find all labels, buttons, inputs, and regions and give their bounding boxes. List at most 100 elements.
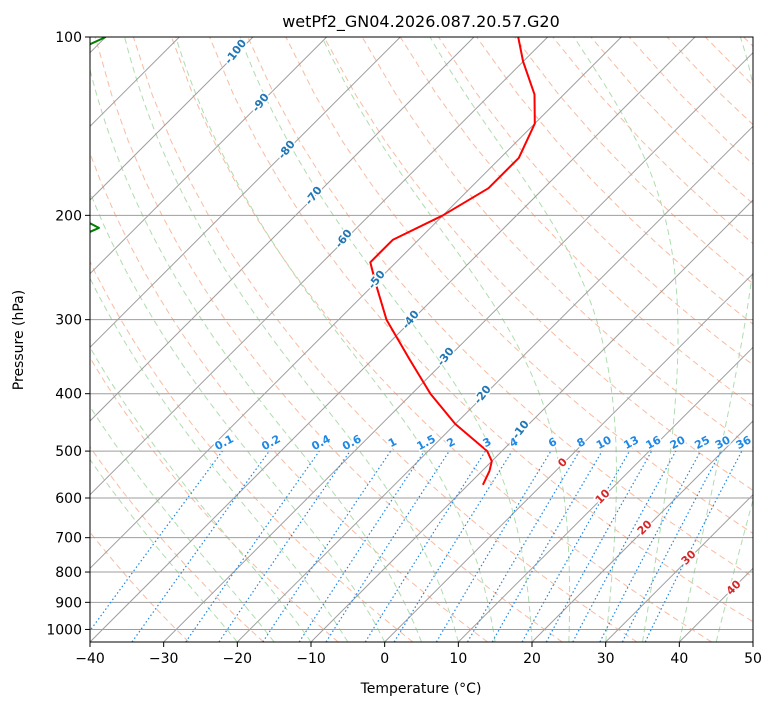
moist-adiabat-line: [90, 67, 422, 642]
mixing-ratio-line: [435, 450, 552, 642]
mixing-ratio-label: 1.5: [415, 432, 438, 453]
moist-adiabat-label: 20: [635, 517, 655, 537]
mixing-ratio-line: [90, 450, 223, 632]
y-tick-label: 1000: [46, 622, 82, 638]
y-tick-label: 500: [55, 444, 82, 460]
dry-adiabat-line: [94, 37, 563, 642]
dry-adiabat-line: [743, 37, 753, 47]
isotherm-line: [90, 37, 696, 642]
mixing-ratio-line: [298, 450, 425, 642]
y-tick-label: 600: [55, 491, 82, 507]
isotherm-line: [310, 199, 753, 642]
moist-adiabat-line: [715, 498, 753, 642]
mixing-ratio-label: 0.4: [309, 432, 333, 453]
moist-adiabat-line: [678, 37, 753, 642]
dry-adiabat-line: [514, 37, 753, 285]
isotherm-line: [605, 493, 753, 642]
mixing-ratio-label: 2: [445, 435, 458, 450]
isotherm-line: [457, 346, 753, 642]
dry-adiabat-line: [666, 37, 753, 126]
dry-adiabat-label: -20: [471, 383, 494, 407]
x-axis-label: Temperature (°C): [360, 681, 482, 697]
isotherm-grid: [90, 37, 753, 642]
dry-adiabat-line: [285, 37, 753, 535]
dry-adiabats: [90, 37, 753, 642]
mixing-ratio-label: 8: [575, 435, 588, 450]
isotherm-line: [236, 125, 753, 642]
mixing-ratio-line: [572, 450, 677, 642]
mixing-ratio-line: [185, 450, 320, 642]
mixing-ratio-line: [545, 450, 653, 642]
dry-adiabat-line: [209, 37, 753, 623]
moist-adiabat-label: 30: [679, 547, 699, 567]
moist-adiabat-line: [90, 458, 238, 642]
dry-adiabat-line: [552, 37, 753, 245]
dry-adiabat-label: -60: [332, 227, 355, 251]
mixing-ratio-label: 25: [692, 433, 712, 452]
plot-frame: [89, 36, 754, 643]
mixing-ratio-line: [521, 450, 631, 642]
isotherm-line: [90, 37, 622, 570]
isotherm-line: [90, 37, 254, 201]
moist-adiabats: [90, 37, 753, 642]
x-tick-label: 20: [523, 651, 541, 667]
x-tick-label: −10: [296, 651, 326, 667]
moist-adiabat-line: [90, 190, 386, 642]
isotherm-line: [90, 37, 549, 496]
dry-adiabat-line: [90, 356, 339, 642]
dry-adiabat-line: [171, 37, 712, 642]
isotherm-line: [90, 37, 328, 275]
mixing-ratio-line: [262, 450, 392, 642]
mixing-ratio-label: 0.1: [213, 432, 236, 453]
mixing-ratio-label: 1: [386, 435, 399, 450]
dry-adiabat-line: [90, 260, 414, 642]
plot-area: -100-90-80-70-60-50-40-30-20-100.1 0.2 0.4…: [90, 37, 753, 642]
series-line: [369, 37, 536, 486]
isotherm-line: [90, 37, 475, 422]
y-tick-label: 200: [55, 208, 82, 224]
dry-adiabat-line: [476, 37, 753, 325]
mixing-ratio-line: [325, 450, 450, 642]
dry-adiabat-line: [132, 37, 638, 642]
mixing-ratio-line: [644, 450, 743, 642]
dry-adiabat-line: [90, 531, 190, 642]
dry-adiabat-label: -30: [434, 345, 457, 369]
mixing-ratio-label: 0.6: [340, 432, 364, 453]
y-tick-label: 700: [55, 531, 82, 547]
x-tick-label: 10: [449, 651, 467, 667]
dry-adiabat-line: [323, 37, 753, 491]
mixing-ratio-label: 10: [594, 433, 614, 452]
y-axis-label: Pressure (hPa): [11, 290, 27, 390]
isotherm-line: [678, 567, 753, 642]
y-tick-label: 900: [55, 595, 82, 611]
dry-adiabat-line: [437, 37, 753, 366]
moist-adiabat-line: [175, 37, 496, 642]
x-tick-label: −30: [149, 651, 179, 667]
y-tick-label: 800: [55, 565, 82, 581]
mixing-ratio-label: 6: [546, 435, 559, 450]
moist-adiabat-line: [239, 37, 533, 642]
mixing-ratio-line: [218, 450, 351, 642]
moist-adiabat-line: [90, 405, 275, 642]
mixing-ratio-label: 16: [644, 433, 664, 452]
isotherm-line: [384, 272, 753, 642]
moist-adiabat-line: [90, 346, 312, 642]
dry-adiabat-line: [704, 37, 753, 87]
mixing-ratio-label: 30: [713, 433, 733, 452]
moist-adiabat-line: [429, 37, 617, 642]
mixing-ratio-line: [393, 450, 513, 642]
x-tick-label: 30: [597, 651, 615, 667]
mixing-ratio-label: 0.2: [259, 432, 282, 453]
y-tick-label: 100: [55, 30, 82, 46]
moist-adiabat-line: [124, 37, 459, 642]
x-tick-label: −20: [223, 651, 253, 667]
dry-adiabat-line: [247, 37, 753, 578]
moist-adiabat-line: [321, 37, 571, 642]
x-tick-label: −40: [75, 651, 105, 667]
isotherm-line: [531, 420, 753, 642]
moist-adiabat-line: [573, 37, 679, 642]
dry-adiabat-line: [590, 37, 753, 205]
moist-adiabat-label: 10: [593, 486, 613, 506]
y-tick-label: 300: [55, 313, 82, 329]
chart-title: wetPf2_GN04.2026.087.20.57.G20: [282, 12, 560, 32]
